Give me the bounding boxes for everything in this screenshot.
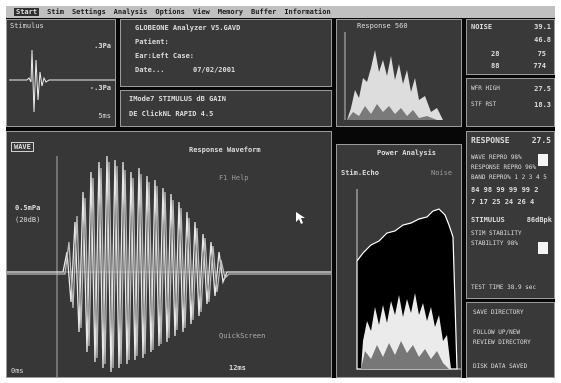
patient-label: Patient: — [135, 38, 169, 46]
response-line-2: RESPONSE REPRO 96% — [471, 164, 537, 171]
quickscreen-label: QuickScreen — [219, 332, 266, 340]
menu-options[interactable]: Options — [155, 8, 185, 16]
stimulus-label: STIMULUS — [471, 216, 505, 224]
stim-line-1: STIM STABILITY — [471, 230, 522, 237]
noise-value-2: 46.8 — [534, 36, 551, 44]
ear-line: Ear:Left Case: — [135, 52, 195, 60]
menu-memory[interactable]: Memory — [217, 8, 244, 16]
stimulus-scale-bottom: -.3Pa — [89, 84, 111, 92]
menu-analysis[interactable]: Analysis — [113, 8, 148, 16]
power-title: Power Analysis — [377, 149, 437, 157]
response-line-3: BAND REPRO% 1 2 3 4 5 — [471, 174, 547, 181]
directory-line-5[interactable]: DISK DATA SAVED — [473, 363, 528, 370]
stimulus-panel: Stimulus .3Pa -.3Pa 5ms — [6, 19, 116, 127]
directory-line-1[interactable]: SAVE DIRECTORY — [473, 309, 524, 316]
stimulus-trace — [9, 49, 115, 113]
noise-label: NOISE — [471, 23, 493, 31]
stf-value: 18.3 — [534, 101, 551, 109]
mode-line: IMode7 STIMULUS dB GAIN — [129, 95, 226, 103]
menu-stim[interactable]: Stim — [47, 8, 64, 16]
response-panel: RESPONSE 27.5 WAVE REPRO 98% RESPONSE RE… — [466, 131, 555, 299]
menu-settings[interactable]: Settings — [71, 8, 106, 16]
response-mini-title: Response 560 — [357, 22, 408, 30]
stim-indicator — [538, 242, 548, 254]
stimulus-scale-top: .3Pa — [94, 42, 111, 50]
system-name: GLOBEONE Analyzer V5.GAVD — [135, 24, 241, 32]
response-line-4: 84 98 99 99 99 2 — [471, 186, 539, 194]
waveform-title: Response Waveform — [189, 146, 261, 154]
response-header-value: 27.5 — [531, 136, 551, 145]
wfr-panel: WFR HIGH 27.5 STF RST 18.3 — [466, 78, 555, 127]
mode-value-line: DE ClickNL RAPID 4.5 — [129, 110, 214, 118]
waveform-bottom-left: 0ms — [11, 367, 24, 375]
menu-information[interactable]: Information — [284, 8, 331, 16]
stf-label: STF RST — [471, 101, 497, 108]
response-mini-spectrum — [344, 32, 443, 120]
response-indicator — [538, 154, 548, 166]
menu-buffer[interactable]: Buffer — [251, 8, 277, 16]
response-line-1: WAVE REPRO 98% — [471, 154, 522, 161]
noise-item-2-value: 774 — [533, 62, 546, 70]
power-legend-noise: Noise — [431, 169, 453, 177]
response-mini-panel: Response 560 — [336, 19, 462, 127]
noise-panel: NOISE 39.1 46.8 28 75 88 774 — [466, 19, 555, 75]
stimulus-value: 86dBpk — [526, 216, 552, 224]
power-panel: Power Analysis Stim.Echo Noise — [336, 144, 462, 378]
date-label: Date... — [135, 66, 165, 74]
directory-line-2[interactable]: FOLLOW UP/NEW — [473, 329, 520, 336]
stimulus-title: Stimulus — [10, 22, 44, 30]
power-legend-signal: Stim.Echo — [341, 169, 379, 177]
waveform-plot — [7, 155, 331, 377]
noise-item-1-value: 75 — [537, 50, 546, 58]
screen: Start Stim Settings Analysis Options Vie… — [6, 6, 555, 378]
noise-item-1: 28 — [491, 50, 500, 58]
directory-panel: SAVE DIRECTORY FOLLOW UP/NEW REVIEW DIRE… — [466, 302, 555, 378]
menu-bar: Start Stim Settings Analysis Options Vie… — [6, 6, 555, 18]
menu-view[interactable]: View — [192, 8, 210, 16]
mode-panel: IMode7 STIMULUS dB GAIN DE ClickNL RAPID… — [120, 90, 332, 127]
wfr-label: WFR HIGH — [471, 85, 500, 92]
menu-start[interactable]: Start — [14, 8, 40, 16]
response-line-5: 7 17 25 24 26 4 — [471, 198, 535, 206]
directory-line-3[interactable]: REVIEW DIRECTORY — [473, 339, 531, 346]
noise-value-1: 39.1 — [534, 23, 551, 31]
date-value: 07/02/2001 — [193, 66, 236, 74]
waveform-time: 12ms — [229, 364, 246, 372]
patient-panel: GLOBEONE Analyzer V5.GAVD Patient: Ear:L… — [120, 19, 332, 87]
waveform-scale-db: (20dB) — [15, 216, 41, 224]
response-header: RESPONSE — [471, 136, 510, 145]
stim-line-2: STABILITY 98% — [471, 240, 518, 247]
waveform-tab[interactable]: WAVE — [11, 142, 34, 152]
stimulus-time: 5ms — [98, 112, 111, 120]
waveform-scale: 0.5mPa — [15, 204, 41, 212]
waveform-panel: WAVE Response Waveform F1 Help 0.5mPa (2… — [6, 131, 332, 378]
mouse-cursor-icon — [296, 212, 305, 224]
power-spectrum — [356, 189, 461, 370]
waveform-help[interactable]: F1 Help — [219, 174, 249, 182]
noise-item-2: 88 — [491, 62, 500, 70]
test-time: TEST TIME 38.9 sec — [471, 284, 537, 291]
wfr-value: 27.5 — [534, 85, 551, 93]
